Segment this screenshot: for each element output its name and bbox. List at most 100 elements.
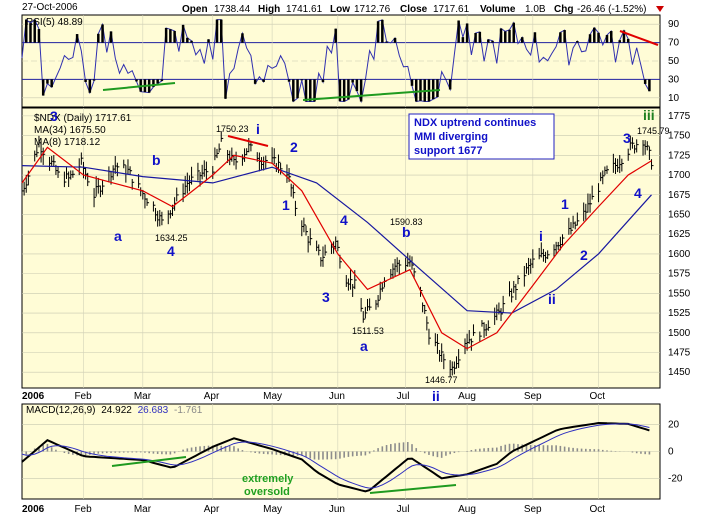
macd-tick-label: -20	[668, 474, 683, 485]
x-year-label: 2006	[22, 391, 45, 402]
wave-label-a-feb: a	[114, 228, 122, 244]
rsi-label: RSI(5) 48.89	[26, 17, 83, 28]
high-label: High	[258, 4, 280, 15]
macd-label: MACD(12,26,9) 24.922 26.683 -1.761	[26, 405, 203, 416]
x-month-label: Aug	[458, 391, 476, 402]
x-month-label: May	[263, 504, 282, 515]
x-month-label: Jun	[329, 504, 345, 515]
x-month-label: May	[263, 391, 282, 402]
price-tick-label: 1625	[668, 229, 691, 240]
price-label-high-oct: 1745.79	[637, 126, 670, 136]
volume-value: 1.0B	[525, 4, 546, 15]
wave-label-4-mar: 4	[167, 243, 175, 259]
wave-label-i-sep: i	[539, 228, 543, 244]
signal-line	[21, 423, 650, 489]
x-month-label: Feb	[74, 391, 92, 402]
price-tick-label: 1775	[668, 111, 691, 122]
x-month-label: Jul	[397, 504, 410, 515]
wave-label-3-jun: 3	[322, 289, 330, 305]
price-tick-label: 1750	[668, 131, 691, 142]
macd-tick-label: 0	[668, 447, 674, 458]
rsi-divergence-line-feb	[102, 82, 176, 91]
open-value: 1738.44	[214, 4, 251, 15]
wave-label-a-jun: a	[360, 338, 368, 354]
x-month-label: Sep	[524, 504, 542, 515]
wave-label-4-jun: 4	[340, 212, 348, 228]
macd-divergence-line-jul	[369, 484, 457, 494]
wave-label-2-sep: 2	[580, 247, 588, 263]
macd-note-line-1: extremely	[242, 473, 294, 485]
rsi-divergence-line-oct	[619, 30, 659, 46]
rsi-tick-label: 10	[668, 93, 680, 104]
x-month-label: Oct	[590, 504, 606, 515]
down-arrow-icon	[656, 6, 664, 12]
close-value: 1717.61	[433, 4, 470, 15]
macd-divergence-line-feb	[111, 456, 187, 467]
ma8-line	[21, 146, 652, 350]
wave-label-iii-oct: iii	[643, 107, 655, 123]
x-month-label: Apr	[204, 391, 220, 402]
rsi-tick-label: 50	[668, 56, 680, 67]
wave-label-1-may: 1	[282, 197, 290, 213]
close-label: Close	[400, 4, 428, 15]
volume-label: Volume	[480, 4, 516, 15]
wave-label-1-sep: 1	[561, 196, 569, 212]
x-month-label: Feb	[74, 504, 92, 515]
rsi-divergence-line-jul	[302, 89, 441, 101]
price-tick-label: 1575	[668, 269, 691, 280]
x-month-label: Apr	[204, 504, 220, 515]
price-label-low-mar: 1634.25	[155, 233, 188, 243]
price-label-high-jul: 1590.83	[390, 217, 423, 227]
price-label-low-jul: 1446.77	[425, 375, 458, 385]
rsi-tick-label: 90	[668, 19, 680, 30]
x-month-label: Jul	[397, 391, 410, 402]
x-month-label: Jun	[329, 391, 345, 402]
price-tick-label: 1725	[668, 150, 691, 161]
low-value: 1712.76	[354, 4, 391, 15]
x-year-label: 2006	[22, 504, 45, 515]
chart-date: 27-Oct-2006	[22, 2, 78, 13]
price-tick-label: 1450	[668, 367, 691, 378]
open-label: Open	[182, 4, 208, 15]
x-month-label: Aug	[458, 504, 476, 515]
wave-label-3-jan: 3	[50, 108, 58, 124]
price-tick-label: 1550	[668, 288, 691, 299]
price-panel	[21, 107, 661, 389]
ma8-label: MA(8) 1718.12	[34, 137, 101, 148]
price-label-low-jun: 1511.53	[352, 326, 384, 336]
macd-note-line-2: oversold	[244, 486, 290, 498]
annotation-line-2: MMI diverging	[414, 131, 488, 143]
wave-label-2-may: 2	[290, 139, 298, 155]
x-month-label: Oct	[590, 391, 606, 402]
chg-label: Chg	[554, 4, 573, 15]
annotation-box	[408, 113, 555, 160]
price-tick-label: 1500	[668, 328, 691, 339]
macd-tick-label: 20	[668, 419, 680, 430]
high-value: 1741.61	[286, 4, 323, 15]
ma34-line	[21, 165, 652, 314]
rsi-tick-label: 30	[668, 74, 680, 85]
wave-label-ii-sep: ii	[548, 291, 556, 307]
price-label-high-apr: 1750.23	[216, 124, 249, 134]
wave-label-b-feb: b	[152, 152, 161, 168]
ohlc-header: Open 1738.44 High 1741.61 Low 1712.76 Cl…	[182, 4, 664, 15]
ma34-label: MA(34) 1675.50	[34, 125, 106, 136]
price-tick-label: 1650	[668, 209, 691, 220]
low-label: Low	[330, 4, 350, 15]
wave-label-4-oct: 4	[634, 185, 642, 201]
price-tick-label: 1675	[668, 190, 691, 201]
chg-value: -26.46 (-1.52%)	[577, 4, 646, 15]
price-tick-label: 1475	[668, 348, 691, 359]
wave-label-ii-jul: ii	[432, 388, 440, 404]
price-tick-label: 1700	[668, 170, 691, 181]
price-divergence-line-apr	[227, 135, 269, 147]
x-month-label: Mar	[134, 391, 152, 402]
symbol-label: $NDX (Daily) 1717.61	[34, 113, 132, 124]
wave-label-i-apr: i	[256, 121, 260, 137]
annotation-line-3: support 1677	[414, 145, 482, 157]
x-month-label: Mar	[134, 504, 152, 515]
price-tick-label: 1525	[668, 308, 691, 319]
wave-label-3-oct: 3	[623, 130, 631, 146]
